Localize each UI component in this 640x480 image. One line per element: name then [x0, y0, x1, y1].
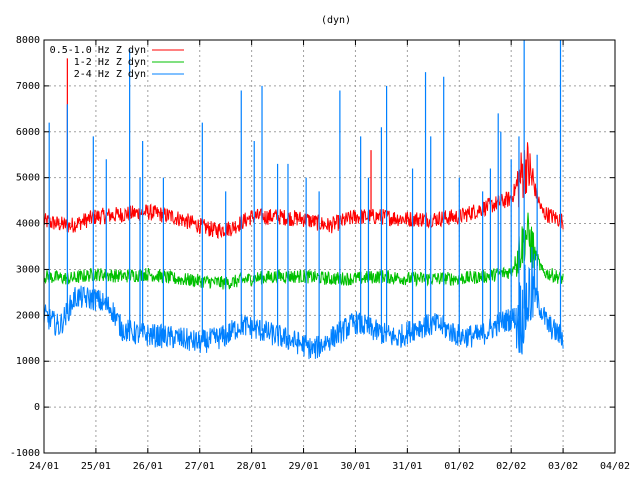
x-tick-label: 30/01	[340, 461, 370, 472]
x-tick-label: 04/02	[600, 461, 630, 472]
y-tick-label: 3000	[16, 264, 40, 275]
series-green-line	[43, 212, 564, 290]
x-tick-label: 29/01	[288, 461, 318, 472]
x-tick-label: 03/02	[548, 461, 578, 472]
plot-area	[43, 40, 564, 360]
y-tick-label: 2000	[16, 310, 40, 321]
y-tick-label: 1000	[16, 356, 40, 367]
x-tick-label: 24/01	[29, 461, 59, 472]
y-tick-label: 6000	[16, 127, 40, 138]
chart-title: (dyn)	[321, 15, 351, 26]
series-blue-line-path	[43, 247, 564, 360]
x-tick-label: 31/01	[392, 461, 422, 472]
y-tick-label: -1000	[10, 448, 40, 459]
y-tick-label: 4000	[16, 219, 40, 230]
y-tick-label: 8000	[16, 35, 40, 46]
x-tick-label: 26/01	[133, 461, 163, 472]
plot-frame	[43, 39, 616, 454]
axis-ticks: -1000 0 1000 2000 3000 4000 5000 6000 7000 8000 24…	[10, 35, 630, 472]
series-green-line-path	[43, 212, 564, 290]
series-red-line-path	[43, 142, 564, 240]
legend-label: 0.5-1.0 Hz Z dyn	[50, 45, 146, 56]
series-blue-line	[43, 40, 564, 360]
y-tick-label: 0	[34, 402, 40, 413]
x-tick-label: 02/02	[496, 461, 526, 472]
x-tick-label: 25/01	[81, 461, 111, 472]
x-tick-label: 01/02	[444, 461, 474, 472]
y-tick-label: 5000	[16, 173, 40, 184]
legend-label: 2-4 Hz Z dyn	[74, 69, 146, 80]
y-tick-label: 7000	[16, 81, 40, 92]
x-tick-label: 27/01	[185, 461, 215, 472]
legend-label: 1-2 Hz Z dyn	[74, 57, 146, 68]
x-tick-label: 28/01	[237, 461, 267, 472]
